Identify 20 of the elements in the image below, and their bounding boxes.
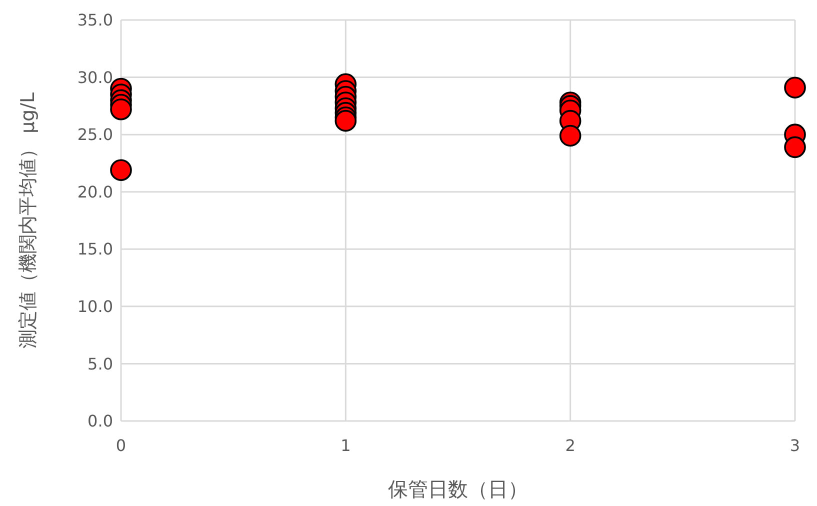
x-tick-label: 0 (116, 436, 126, 455)
y-tick-label: 20.0 (77, 182, 113, 202)
x-tick-label: 2 (565, 436, 576, 455)
x-axis-title: 保管日数（日） (388, 477, 528, 501)
point (784, 76, 806, 98)
y-tick-label: 25.0 (77, 125, 113, 144)
point (784, 136, 806, 158)
y-tick-label: 10.0 (77, 297, 113, 316)
point (110, 159, 132, 181)
point (110, 98, 132, 120)
y-tick-label: 30.0 (77, 68, 113, 87)
y-tick-label: 5.0 (88, 354, 113, 374)
y-tick-label: 35.0 (77, 10, 113, 30)
x-tick-label: 3 (790, 436, 800, 455)
y-tick-label: 0.0 (88, 412, 113, 431)
y-axis-title: 測定値（機関内平均値） μg/L (17, 92, 39, 349)
point (559, 124, 582, 147)
point (334, 110, 357, 132)
y-tick-label: 15.0 (77, 240, 113, 259)
x-tick-label: 1 (340, 436, 351, 455)
